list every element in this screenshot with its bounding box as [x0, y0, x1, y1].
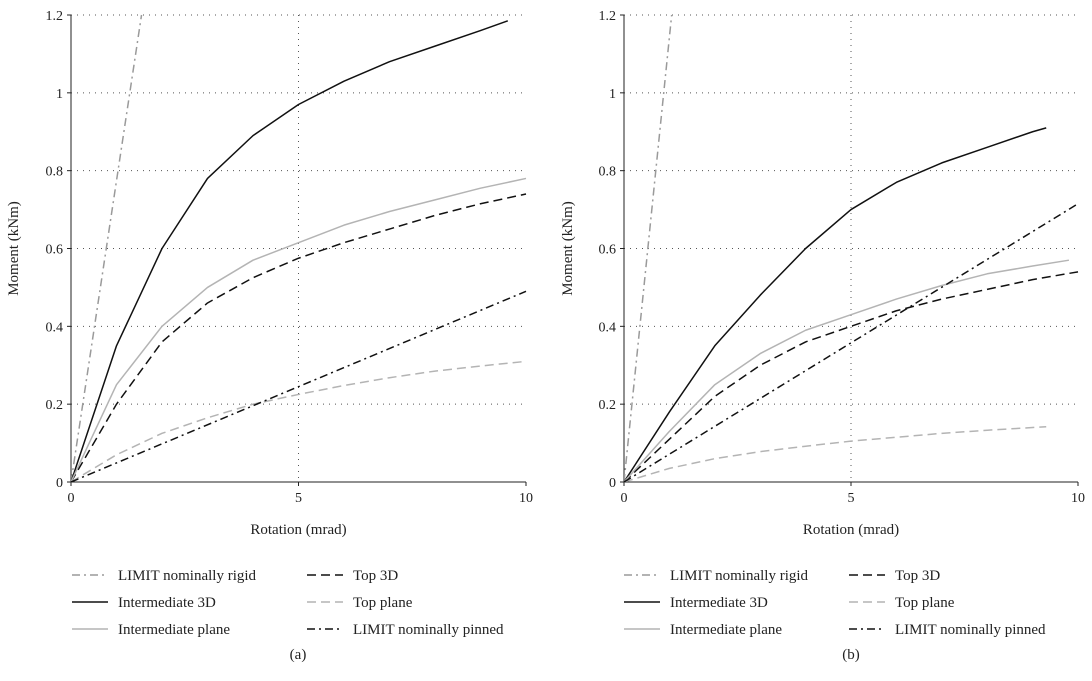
legend-label: Top plane	[353, 595, 413, 611]
panel-a: 0 0.2 0.4 0.6 0.8 1 1.2 0 5 10 Rotation (mrad) Mome…	[6, 9, 533, 663]
legend-label: Intermediate 3D	[670, 595, 768, 611]
y-tick-label: 1	[56, 87, 63, 102]
x-tick-label: 10	[1071, 491, 1085, 506]
y-tick-label: 1.2	[599, 9, 617, 24]
y-tick-label: 0	[609, 476, 616, 491]
panel-label: (b)	[842, 647, 860, 663]
legend-label: LIMIT nominally rigid	[118, 568, 257, 584]
legend-label: Top plane	[895, 595, 955, 611]
x-tick-label: 10	[519, 491, 533, 506]
y-tick-label: 0.6	[599, 243, 617, 258]
x-axis-label: Rotation (mrad)	[803, 522, 899, 538]
legend-label: LIMIT nominally rigid	[670, 568, 809, 584]
y-tick-label: 0	[56, 476, 63, 491]
y-tick-label: 0.4	[46, 320, 64, 335]
series-line-top-3d	[71, 193, 527, 482]
series-line-top-plane	[71, 360, 527, 482]
series-line-limit-nominally-rigid	[624, 14, 673, 482]
legend-label: Top 3D	[353, 568, 398, 584]
y-tick-label: 1.2	[46, 9, 64, 24]
y-tick-label: 0.6	[46, 243, 64, 258]
series-line-intermediate-plane	[71, 177, 527, 482]
legend-label: Top 3D	[895, 568, 940, 584]
x-tick-label: 5	[295, 491, 302, 506]
y-tick-label: 0.8	[46, 165, 64, 180]
series-line-limit-nominally-pinned	[71, 290, 527, 482]
series-line-top-3d	[624, 271, 1079, 482]
y-tick-label: 0.8	[599, 165, 617, 180]
panel-label: (a)	[290, 647, 307, 663]
series-line-intermediate-plane	[624, 259, 1070, 482]
legend-label: Intermediate 3D	[118, 595, 216, 611]
legend-label: LIMIT nominally pinned	[895, 622, 1046, 638]
legend-label: Intermediate plane	[118, 622, 230, 638]
y-axis-label: Moment (kNm)	[560, 201, 576, 296]
y-axis-label: Moment (kNm)	[6, 201, 22, 296]
series-line-intermediate-3d	[624, 127, 1047, 482]
series-line-top-plane	[624, 425, 1047, 482]
legend-label: Intermediate plane	[670, 622, 782, 638]
x-tick-label: 0	[68, 491, 75, 506]
x-tick-label: 0	[621, 491, 628, 506]
y-tick-label: 0.2	[599, 398, 617, 413]
y-tick-label: 0.2	[46, 398, 64, 413]
y-tick-label: 1	[609, 87, 616, 102]
legend-label: LIMIT nominally pinned	[353, 622, 504, 638]
panel-b: 0 0.2 0.4 0.6 0.8 1 1.2 0 5 10 Rotation (mrad) Mome…	[560, 9, 1085, 663]
series-line-limit-nominally-rigid	[71, 14, 143, 482]
x-tick-label: 5	[848, 491, 855, 506]
series-line-limit-nominally-pinned	[624, 203, 1079, 482]
y-tick-label: 0.4	[599, 320, 617, 335]
series-line-intermediate-3d	[71, 20, 509, 482]
x-axis-label: Rotation (mrad)	[250, 522, 346, 538]
